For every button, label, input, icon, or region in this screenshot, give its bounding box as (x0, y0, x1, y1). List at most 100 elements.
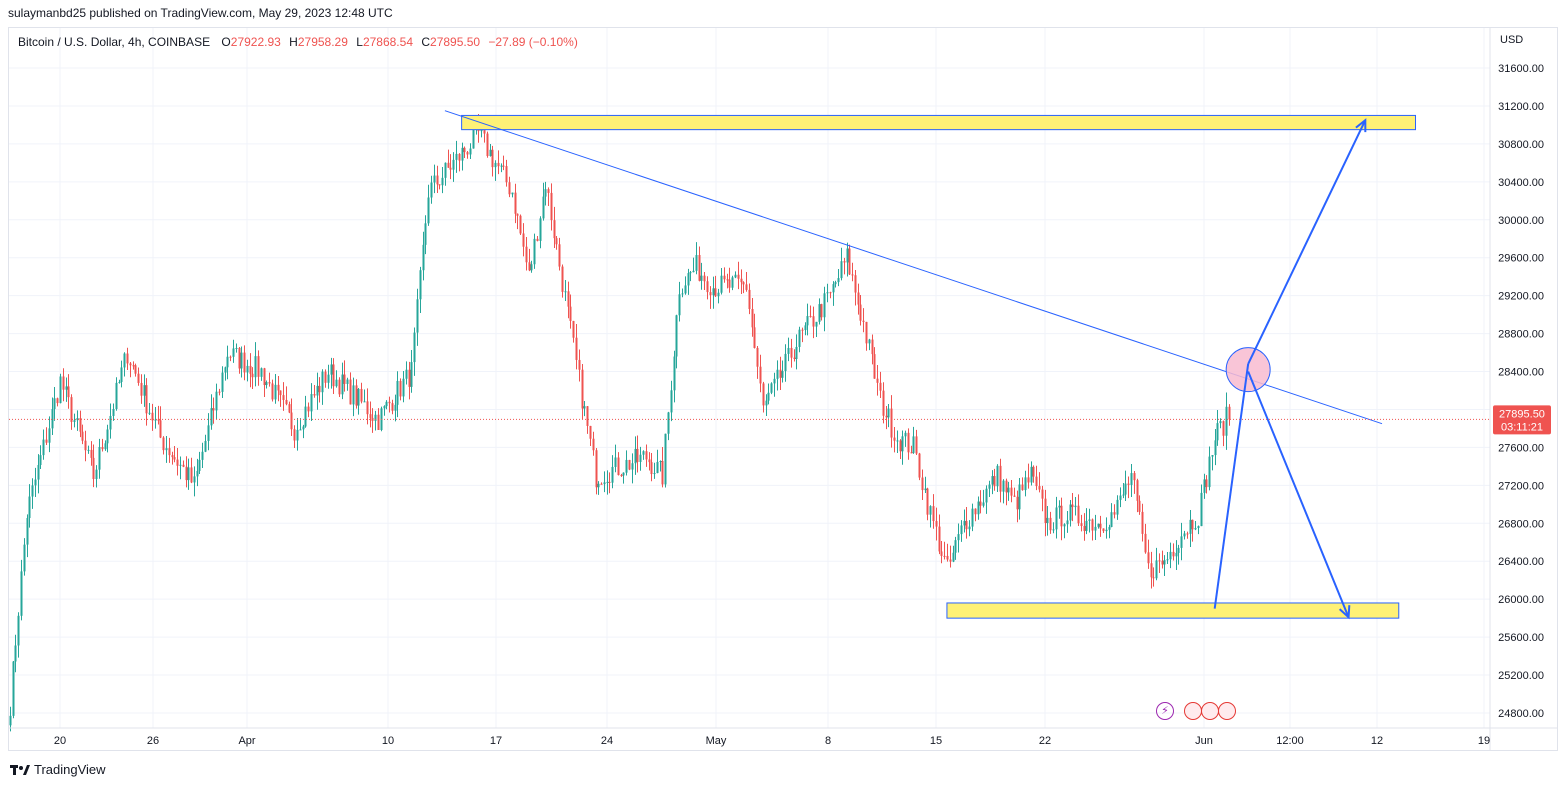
candle-body (712, 288, 715, 296)
candle-body (187, 467, 190, 481)
candle-body (620, 475, 623, 477)
candle-body (1228, 406, 1231, 420)
lightning-event-icon[interactable]: ⚡ (1156, 702, 1174, 720)
footer-brand[interactable]: TradingView (10, 762, 106, 777)
candle-body (1016, 496, 1019, 510)
candle-body (182, 464, 185, 467)
candle-body (550, 192, 553, 221)
candle-body (974, 508, 977, 515)
candle-body (106, 429, 109, 444)
candle-body (862, 320, 865, 322)
candle-body (887, 408, 890, 418)
time-tick-label: May (706, 735, 727, 747)
candle-body (126, 353, 129, 364)
candle-body (132, 365, 135, 367)
candle-body (776, 369, 779, 379)
candle-body (854, 275, 857, 293)
candle-body (1083, 525, 1086, 531)
candle-body (318, 385, 321, 393)
candle-body (327, 374, 330, 383)
candle-body (943, 555, 946, 557)
candle-body (675, 315, 678, 357)
candle-body (402, 378, 405, 397)
candle-body (901, 436, 904, 452)
candle-body (873, 354, 876, 379)
candle-body (1222, 421, 1225, 436)
candle-body (921, 477, 924, 491)
candle-body (383, 406, 386, 409)
candle-body (469, 148, 472, 155)
candle-body (952, 552, 955, 562)
candle-body (653, 473, 656, 475)
candle-body (238, 347, 241, 369)
candle-body (742, 282, 745, 285)
candle-body (809, 316, 812, 318)
candle-body (115, 382, 118, 409)
candle-body (53, 398, 56, 410)
candle-body (829, 292, 832, 294)
candle-body (385, 401, 388, 407)
candle-body (148, 412, 151, 414)
candle-body (1097, 523, 1100, 527)
arrow-up-head (1355, 118, 1367, 133)
candle-body (765, 400, 768, 406)
candle-body (1044, 498, 1047, 524)
price-tick-label: 29600.00 (1498, 253, 1544, 265)
candle-body (201, 451, 204, 460)
candle-body (224, 367, 227, 373)
candle-body (1124, 483, 1127, 495)
candle-body (622, 472, 625, 476)
candle-body (583, 406, 586, 409)
us-flag-event-icon[interactable] (1201, 702, 1219, 720)
candle-body (257, 356, 260, 377)
candle-body (1177, 547, 1180, 553)
candle-body (277, 384, 280, 391)
candle-body (932, 506, 935, 522)
candle-body (516, 213, 519, 216)
candle-body (528, 262, 531, 271)
candle-body (1058, 505, 1061, 508)
candle-body (639, 454, 642, 462)
candle-body (279, 390, 282, 396)
candle-body (271, 383, 274, 400)
candle-body (95, 469, 98, 480)
candle-body (413, 332, 416, 363)
candle-body (907, 432, 910, 453)
candle-body (611, 466, 614, 483)
candle-body (355, 385, 358, 406)
candle-body (1155, 560, 1158, 579)
candle-body (1113, 512, 1116, 515)
candle-body (834, 282, 837, 285)
candle-body (899, 440, 902, 452)
symbol-name[interactable]: Bitcoin / U.S. Dollar, 4h, COINBASE (18, 35, 211, 49)
candle-body (1191, 519, 1194, 530)
us-flag-event-icon[interactable] (1184, 702, 1202, 720)
candle-body (717, 292, 720, 297)
candle-body (1027, 477, 1030, 483)
last-price-badge (1493, 405, 1551, 435)
candle-body (1091, 519, 1094, 531)
candle-body (218, 391, 221, 393)
candle-body (544, 189, 547, 197)
candle-body (1163, 560, 1166, 565)
candle-body (673, 356, 676, 391)
candle-body (1172, 551, 1175, 557)
candle-body (1010, 487, 1013, 496)
candle-body (76, 418, 79, 421)
candle-body (957, 534, 960, 541)
candle-body (472, 128, 475, 149)
candle-body (419, 270, 422, 300)
close-label: C (421, 35, 431, 49)
candle-body (614, 457, 617, 467)
candle-body (642, 451, 645, 455)
candle-body (288, 404, 291, 413)
candle-body (703, 275, 706, 282)
candle-body (1189, 519, 1192, 534)
us-flag-event-icon[interactable] (1218, 702, 1236, 720)
candle-body (910, 452, 913, 454)
candle-body (145, 385, 148, 414)
candle-body (1147, 552, 1150, 564)
currency-label[interactable]: USD (1500, 34, 1524, 46)
candle-body (1035, 476, 1038, 487)
